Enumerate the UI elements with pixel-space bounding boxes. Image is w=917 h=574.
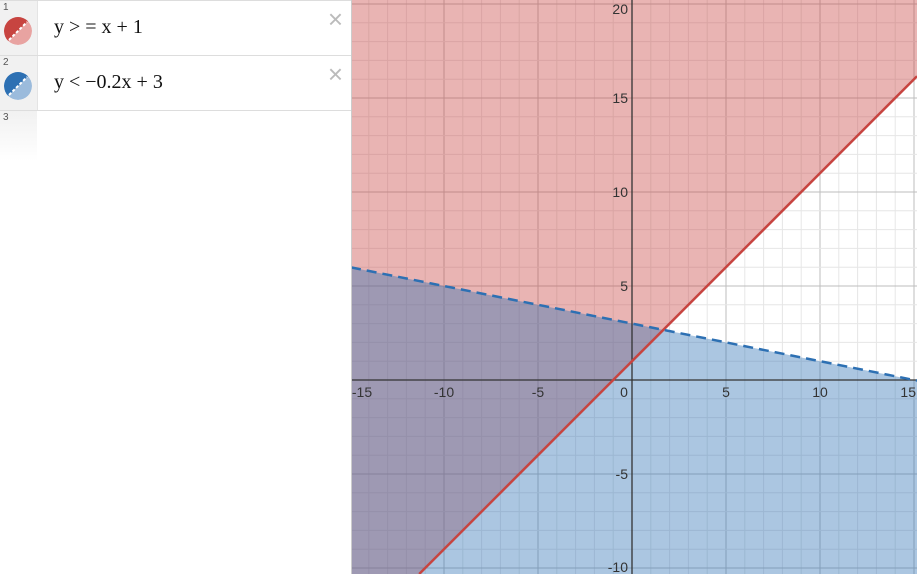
y-tick-label: 15 bbox=[612, 90, 628, 106]
boundary-line-1 bbox=[418, 75, 917, 574]
tick-labels: -15 -10 -5 0 5 10 15 20 15 10 5 -5 -10 bbox=[352, 1, 916, 574]
row-gutter: 2 bbox=[0, 56, 38, 110]
x-tick-label: -10 bbox=[434, 384, 454, 400]
expression-list: 1 y > = x + 1 × 2 y < −0.2x + 3 × 3 bbox=[0, 0, 352, 574]
y-tick-label: 20 bbox=[612, 1, 628, 17]
expression-row-1[interactable]: 1 y > = x + 1 × bbox=[0, 0, 351, 56]
x-tick-label: 0 bbox=[620, 384, 628, 400]
y-tick-label: 5 bbox=[620, 278, 628, 294]
row-gutter: 3 bbox=[0, 111, 37, 161]
x-tick-label: -15 bbox=[352, 384, 372, 400]
delete-expression-icon[interactable]: × bbox=[327, 59, 343, 89]
row-number: 2 bbox=[3, 57, 9, 68]
expression-row-2[interactable]: 2 y < −0.2x + 3 × bbox=[0, 56, 351, 111]
boundary-line-2 bbox=[351, 266, 917, 382]
x-tick-label: 15 bbox=[900, 384, 916, 400]
grid bbox=[351, 0, 917, 574]
color-toggle-icon-blue[interactable] bbox=[4, 72, 32, 100]
axes bbox=[351, 0, 917, 574]
row-number: 1 bbox=[3, 2, 9, 13]
expression-input[interactable]: y < −0.2x + 3 bbox=[54, 71, 163, 93]
expression-row-3[interactable]: 3 bbox=[0, 111, 351, 165]
y-tick-label: 10 bbox=[612, 184, 628, 200]
color-toggle-icon-red[interactable] bbox=[4, 17, 32, 45]
x-tick-label: 5 bbox=[722, 384, 730, 400]
boundary-lines bbox=[351, 75, 917, 574]
delete-expression-icon[interactable]: × bbox=[327, 4, 343, 34]
row-number: 3 bbox=[3, 112, 9, 123]
x-tick-label: 10 bbox=[812, 384, 828, 400]
expression-input[interactable]: y > = x + 1 bbox=[54, 16, 143, 38]
row-gutter: 1 bbox=[0, 1, 38, 55]
y-tick-label: -5 bbox=[616, 466, 629, 482]
region-1 bbox=[351, 0, 917, 574]
inequality-regions bbox=[351, 0, 917, 574]
x-tick-label: -5 bbox=[532, 384, 545, 400]
y-tick-label: -10 bbox=[608, 559, 628, 574]
graph-canvas[interactable]: -15 -10 -5 0 5 10 15 20 15 10 5 -5 -10 bbox=[351, 0, 917, 574]
region-2 bbox=[351, 267, 917, 574]
